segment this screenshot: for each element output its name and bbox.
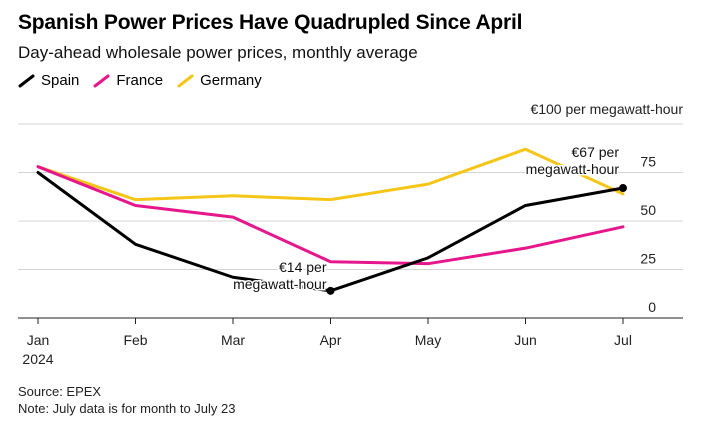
source-note: Source: EPEX: [18, 384, 102, 399]
legend-label: Spain: [41, 72, 80, 89]
series-line-spain: [36, 171, 625, 293]
annotation-dot: [619, 184, 627, 193]
x-tick-label: Jul: [614, 332, 632, 348]
y-tick-label: 75: [640, 154, 656, 170]
y-tick-label: 25: [640, 251, 656, 267]
y-axis-unit-label: €100 per megawatt-hour: [530, 101, 683, 117]
x-tick-label: Mar: [221, 332, 245, 348]
legend-label: Germany: [200, 72, 262, 89]
legend-item-france: France: [93, 72, 163, 89]
footnote: Note: July data is for month to July 23: [18, 401, 236, 416]
series-line-france: [36, 165, 625, 266]
legend-swatch: [18, 74, 35, 88]
legend-item-germany: Germany: [177, 72, 262, 89]
annotation-label: megawatt-hour: [526, 161, 620, 177]
y-tick-label: 50: [640, 202, 656, 218]
chart-subtitle: Day-ahead wholesale power prices, monthl…: [18, 43, 418, 62]
chart-title: Spanish Power Prices Have Quadrupled Sin…: [18, 11, 523, 34]
legend-item-spain: Spain: [18, 72, 79, 89]
y-tick-label: 0: [648, 299, 656, 315]
legend-swatch: [93, 74, 110, 88]
x-tick-label: Jun: [514, 332, 537, 348]
x-tick-label: Apr: [320, 332, 342, 348]
annotation-label: €67 per: [572, 144, 620, 160]
x-tick-label: Jan: [27, 332, 50, 348]
legend-swatch: [177, 74, 194, 88]
legend: Spain France Germany: [18, 72, 262, 89]
annotation-label: megawatt-hour: [233, 276, 327, 292]
x-tick-label: Feb: [123, 332, 147, 348]
annotation-dot: [326, 286, 335, 295]
annotation-label: €14 per: [279, 259, 327, 275]
legend-label: France: [116, 72, 164, 89]
series-line-germany: [36, 147, 625, 202]
x-tick-sublabel: 2024: [22, 351, 53, 367]
x-tick-label: May: [415, 332, 441, 348]
